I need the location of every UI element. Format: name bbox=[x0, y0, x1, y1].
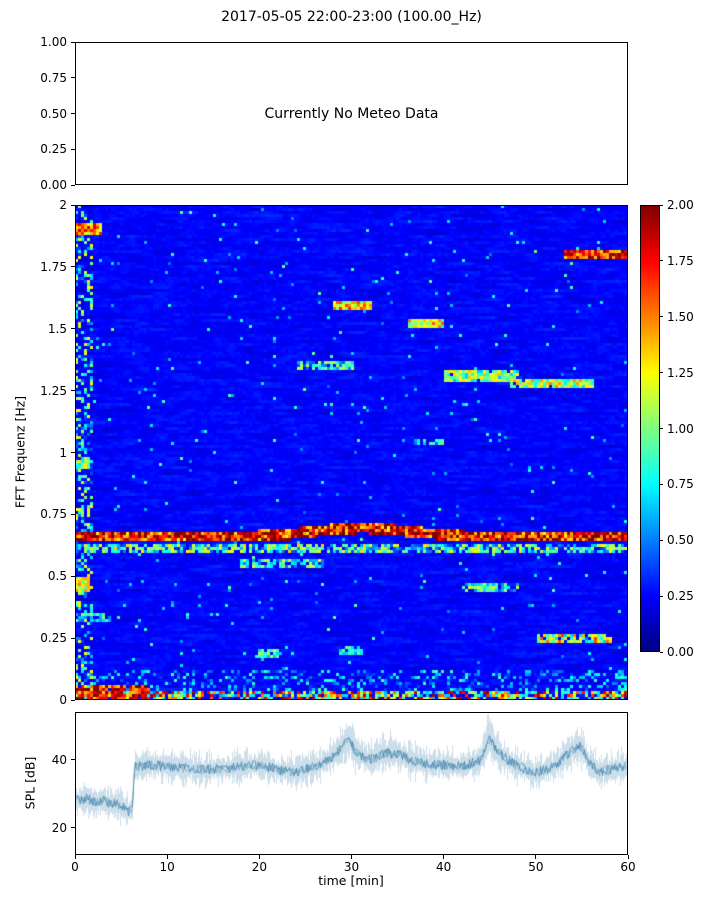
meteo-ytick-mark bbox=[71, 184, 75, 186]
fft-ytick-mark bbox=[71, 390, 75, 392]
colorbar-tick-label: 1.00 bbox=[667, 421, 694, 436]
colorbar-tick-mark bbox=[660, 372, 663, 374]
time-xtick-label: 10 bbox=[159, 860, 175, 874]
colorbar-tick-label: 1.50 bbox=[667, 309, 694, 324]
colorbar-tick-mark bbox=[660, 539, 663, 541]
colorbar-tick-mark bbox=[660, 595, 663, 597]
fft-ytick-mark bbox=[71, 699, 75, 701]
time-xtick-label: 30 bbox=[343, 860, 360, 874]
colorbar-tick-mark bbox=[660, 204, 663, 206]
meteo-ytick-mark bbox=[71, 41, 75, 43]
fft-ytick-mark bbox=[71, 637, 75, 639]
fft-ytick-label: 0.25 bbox=[40, 631, 67, 646]
fft-ytick-label: 1.5 bbox=[47, 321, 67, 336]
time-xtick-mark bbox=[166, 855, 168, 859]
colorbar-canvas bbox=[640, 205, 660, 652]
meteo-ytick-label: 1.00 bbox=[40, 35, 67, 49]
spl-ytick-mark bbox=[71, 759, 75, 761]
colorbar-tick-mark bbox=[660, 651, 663, 653]
meteo-ytick-label: 0.00 bbox=[40, 178, 67, 192]
time-xtick-mark bbox=[351, 855, 352, 859]
time-xtick-label: 40 bbox=[436, 860, 452, 874]
meteo-ytick-label: 0.50 bbox=[40, 106, 67, 121]
fft-ytick-label: 0.5 bbox=[47, 569, 67, 584]
time-xtick-mark bbox=[535, 855, 537, 859]
time-xtick-mark bbox=[627, 855, 629, 859]
time-axis-label: time [min] bbox=[318, 873, 384, 888]
colorbar-tick-mark bbox=[660, 316, 663, 318]
time-xtick-label: 50 bbox=[528, 860, 544, 874]
meteo-ytick-label: 0.25 bbox=[40, 142, 67, 157]
fft-ytick-label: 1.75 bbox=[40, 259, 67, 274]
colorbar-tick-mark bbox=[660, 260, 663, 262]
fft-ytick-mark bbox=[71, 575, 75, 577]
fft-ytick-label: 2 bbox=[59, 198, 67, 212]
fft-ytick-label: 0 bbox=[59, 693, 67, 707]
colorbar-tick-label: 0.25 bbox=[667, 589, 694, 604]
meteo-ytick-mark bbox=[71, 77, 75, 79]
fft-ytick-mark bbox=[71, 204, 75, 206]
meteo-ytick-mark bbox=[71, 113, 75, 114]
fft-ytick-label: 1.25 bbox=[40, 383, 67, 398]
meteo-ytick-mark bbox=[71, 148, 75, 150]
time-xtick-label: 20 bbox=[251, 860, 267, 874]
time-xtick-mark bbox=[74, 855, 76, 859]
meteo-panel bbox=[75, 42, 628, 185]
time-xtick-mark bbox=[443, 855, 445, 859]
spl-canvas bbox=[76, 713, 627, 854]
fft-ytick-mark bbox=[71, 266, 75, 268]
spl-ytick-mark bbox=[71, 827, 75, 829]
colorbar-tick-label: 2.00 bbox=[667, 198, 694, 212]
colorbar-tick-label: 1.25 bbox=[667, 365, 694, 380]
fft-ytick-label: 1 bbox=[59, 445, 67, 460]
fft-ytick-mark bbox=[71, 452, 75, 453]
fft-ytick-mark bbox=[71, 328, 75, 330]
colorbar-tick-label: 0.75 bbox=[667, 477, 694, 492]
colorbar-tick-mark bbox=[660, 428, 663, 429]
colorbar-tick-label: 0.00 bbox=[667, 645, 694, 659]
time-xtick-label: 0 bbox=[71, 860, 79, 874]
fft-ytick-mark bbox=[71, 513, 75, 515]
meteo-ytick-label: 0.75 bbox=[40, 70, 67, 85]
fft-ytick-label: 0.75 bbox=[40, 507, 67, 522]
figure-title: 2017-05-05 22:00-23:00 (100.00_Hz) bbox=[221, 9, 482, 25]
spl-ytick-label: 40 bbox=[51, 752, 67, 767]
colorbar-tick-mark bbox=[660, 483, 663, 485]
colorbar-tick-label: 0.50 bbox=[667, 533, 694, 548]
spl-ytick-label: 20 bbox=[51, 820, 67, 835]
time-xtick-mark bbox=[258, 855, 260, 859]
time-xtick-label: 60 bbox=[620, 860, 636, 874]
spectrogram-canvas bbox=[75, 205, 628, 700]
colorbar-tick-label: 1.75 bbox=[667, 253, 694, 268]
